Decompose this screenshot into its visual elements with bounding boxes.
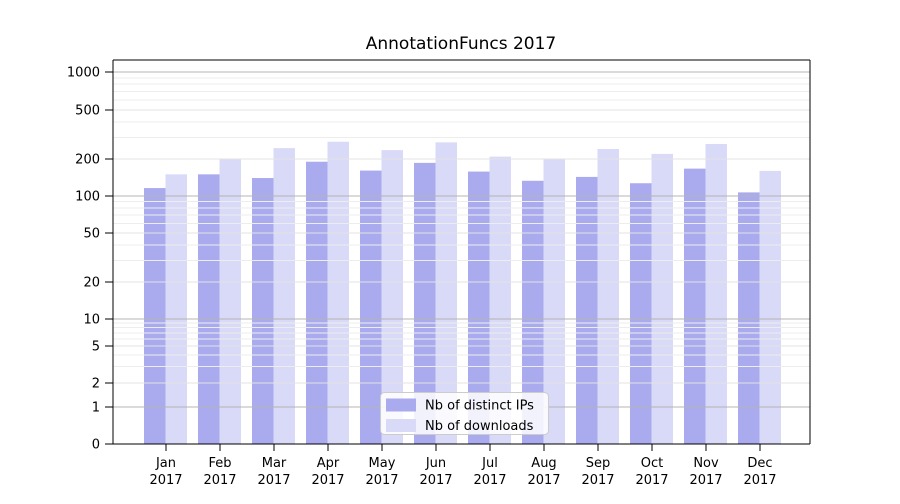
bar-distinct-ips [360,170,382,445]
y-tick-label: 20 [83,276,100,291]
bar-downloads [489,156,511,445]
bar-downloads [651,153,673,445]
x-tick-label: Apr 2017 [311,456,344,488]
x-tick-label: Jul 2017 [473,456,506,488]
legend-swatch-downloads [386,419,416,432]
bar-downloads [705,143,727,444]
y-tick-label: 0 [92,438,100,453]
y-tick-label: 1000 [67,66,100,81]
bar-distinct-ips [252,178,274,445]
bar-downloads [219,159,241,444]
bar-downloads [435,142,457,445]
legend-box [380,392,549,435]
legend-label-downloads: Nb of downloads [425,419,534,434]
x-tick-label: Mar 2017 [257,456,290,488]
y-tick-label: 50 [83,227,100,242]
y-tick-label: 10 [83,313,100,328]
x-tick-label: Nov 2017 [689,456,722,488]
legend-swatch-distinct-ips [386,398,416,412]
axes-layer [105,59,811,451]
y-tick-label: 500 [75,104,100,119]
legend-label-distinct-ips: Nb of distinct IPs [425,399,534,414]
bar-distinct-ips [468,171,490,444]
x-tick-label: Feb 2017 [203,456,236,488]
bar-downloads [327,141,349,444]
tick-labels-layer: 0 1 2 5 10 20 50 100 200 500 1000 Jan 2017 Feb 2017 Mar… [67,66,777,489]
legend: Nb of distinct IPs Nb of downloads [380,392,549,435]
y-tick-label: 200 [75,153,100,168]
bar-distinct-ips [144,188,166,444]
bars-layer [144,141,781,445]
x-tick-label: Oct 2017 [635,456,668,488]
bar-downloads [543,159,565,444]
y-tick-label: 100 [75,190,100,205]
bar-downloads [273,148,295,444]
bar-downloads [759,170,781,444]
bar-downloads [165,174,187,444]
x-tick-label: Jan 2017 [149,456,182,488]
gridlines-layer [113,71,810,408]
y-tick-label: 5 [92,340,100,355]
y-tick-label: 1 [92,401,100,416]
x-tick-label: Jun 2017 [419,456,452,488]
chart-title: AnnotationFuncs 2017 [366,34,557,54]
bar-distinct-ips [576,176,598,444]
x-tick-label: Dec 2017 [743,456,776,488]
x-tick-label: Aug 2017 [527,456,560,488]
bar-downloads [597,149,619,445]
bar-distinct-ips [738,192,760,444]
bar-distinct-ips [198,174,220,444]
bar-distinct-ips [306,161,328,444]
bar-distinct-ips [630,183,652,445]
x-tick-label: May 2017 [365,456,398,488]
bar-distinct-ips [522,180,544,444]
x-tick-label: Sep 2017 [581,456,614,488]
y-tick-label: 2 [92,377,100,392]
bar-distinct-ips [684,168,706,445]
